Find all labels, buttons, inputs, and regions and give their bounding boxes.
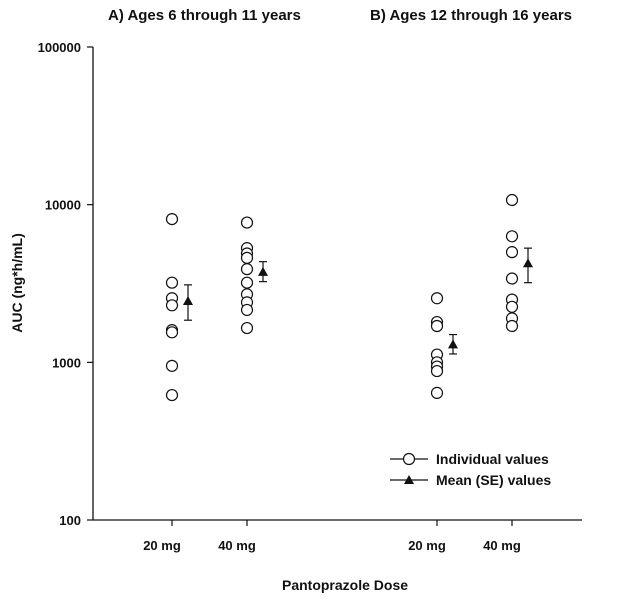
individual-point [505, 246, 519, 259]
mean-marker [258, 266, 268, 276]
legend: Individual values Mean (SE) values [390, 451, 551, 488]
individual-point [165, 212, 179, 226]
individual-point [240, 276, 254, 289]
individual-point [240, 321, 254, 335]
panel-a-title: A) Ages 6 through 11 years [108, 7, 301, 24]
individual-point [240, 303, 254, 317]
x-tick-label: 20 mg [143, 538, 181, 553]
legend-individual-marker [402, 452, 416, 466]
individual-points [165, 193, 519, 402]
individual-point [505, 300, 519, 313]
y-tick-label: 1000 [52, 355, 81, 370]
individual-point [505, 319, 519, 333]
individual-point [505, 193, 519, 207]
y-tick-label: 100 [59, 513, 81, 528]
mean-marker [183, 295, 193, 305]
x-axis-ticks: 20 mg 40 mg 20 mg 40 mg [143, 520, 521, 553]
y-tick-label: 100000 [38, 40, 81, 55]
x-axis-title: Pantoprazole Dose [282, 577, 408, 593]
individual-point [505, 230, 519, 243]
individual-point [165, 276, 179, 289]
individual-point [430, 292, 444, 305]
mean-marker [448, 339, 458, 349]
legend-mean-label: Mean (SE) values [436, 472, 551, 488]
individual-point [165, 299, 179, 312]
individual-point [505, 272, 519, 285]
individual-point [240, 263, 254, 276]
y-axis-ticks: 100 1000 10000 100000 [38, 40, 93, 528]
individual-point [240, 251, 254, 264]
x-tick-label: 40 mg [218, 538, 256, 553]
individual-point [165, 359, 179, 372]
legend-individual-label: Individual values [436, 451, 549, 467]
y-axis-title: AUC (ng*h/mL) [9, 233, 25, 333]
individual-point [430, 364, 444, 378]
individual-point [430, 386, 444, 399]
individual-point [240, 216, 254, 229]
x-tick-label: 40 mg [483, 538, 521, 553]
individual-point [165, 388, 179, 402]
individual-point [165, 326, 179, 339]
individual-point [430, 319, 444, 333]
panel-b-title: B) Ages 12 through 16 years [370, 7, 572, 24]
y-tick-label: 10000 [45, 198, 81, 213]
mean-markers [183, 247, 533, 355]
mean-marker [523, 258, 533, 268]
legend-mean-marker [404, 475, 414, 484]
x-tick-label: 20 mg [408, 538, 446, 553]
